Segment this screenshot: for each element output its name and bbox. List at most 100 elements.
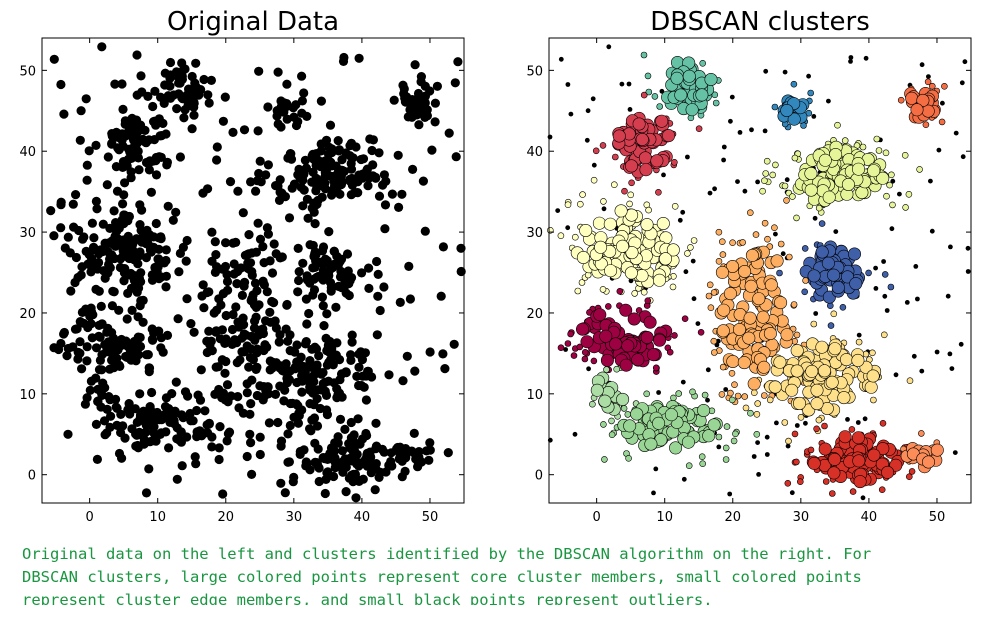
core-point [623,419,637,433]
x-tick-label: 0 [593,510,601,525]
data-point [354,362,364,372]
figure: Original Data 0 10 20 30 40 50 0 10 20 30 40 50 DBS… [19,7,972,525]
core-point [905,91,919,105]
data-point [398,376,408,386]
edge-point [739,239,747,246]
data-point [332,251,342,261]
data-point [304,308,314,319]
data-point [120,178,130,188]
outlier-point [749,127,754,133]
data-point [253,218,263,228]
edge-point [722,456,730,463]
edge-point [616,287,624,295]
edge-point [671,203,679,210]
data-point [259,280,269,290]
edge-point [793,458,800,466]
data-point [191,58,201,68]
edge-point [785,437,792,445]
edge-point [589,400,596,408]
data-point [363,181,373,191]
x-tick-label: 20 [218,510,235,525]
edge-point [922,121,930,128]
data-point [334,146,344,156]
edge-point [627,191,635,199]
core-point [655,114,669,128]
core-point [821,256,835,270]
data-point [432,81,442,91]
data-point [127,305,137,315]
core-point [807,269,821,283]
data-point [294,275,304,286]
data-point [162,330,173,340]
data-point [190,90,200,100]
core-point [644,437,658,451]
data-point [244,362,254,372]
data-point [372,256,382,267]
data-point [198,188,208,198]
data-point [271,249,281,259]
data-point [212,155,222,165]
outlier-point [863,55,869,61]
data-point [136,71,146,81]
edge-point [761,177,768,184]
data-point [362,450,372,460]
edge-point [928,82,936,90]
data-point [123,238,133,248]
edge-point [880,331,888,339]
data-point [324,227,334,237]
data-point [335,189,345,199]
data-point [285,420,295,431]
outlier-point [626,81,632,87]
data-point [320,488,330,499]
data-point [212,142,222,152]
edge-point [722,444,730,452]
data-point [351,493,361,503]
data-point [156,92,166,102]
core-point [817,364,831,378]
outlier-point [707,190,713,196]
data-point [330,463,340,473]
data-point [294,267,304,277]
data-point [210,237,220,247]
data-point [246,438,256,448]
data-point [91,419,101,429]
data-point [316,96,326,106]
edge-point [579,191,586,198]
data-point [275,175,285,185]
data-point [263,160,273,170]
data-point [371,444,381,454]
dbscan-clusters-plot: DBSCAN clusters 0 10 20 30 40 50 0 10 20 30 40 50 [526,7,972,525]
data-point [199,74,209,85]
data-point [312,366,323,376]
edge-point [578,279,586,286]
edge-point [834,121,841,129]
core-point [851,431,865,445]
outlier-point [949,366,955,371]
outlier-point [691,296,697,302]
data-point [109,253,120,264]
data-point [98,219,108,229]
core-point [704,73,718,87]
core-point [732,322,746,336]
core-point [752,292,766,306]
core-point [773,355,787,369]
edge-point [557,344,565,352]
outlier-point [656,390,661,395]
edge-point [712,99,720,107]
core-point [930,443,944,457]
outlier-point [958,341,964,347]
outlier-point [735,179,740,185]
data-point [98,378,108,388]
core-point [867,448,881,462]
axis-ticks: 0 10 20 30 40 50 0 10 20 30 40 50 [19,38,464,525]
data-point [171,377,181,387]
data-point [280,385,290,395]
data-point [270,389,281,399]
data-point [451,152,461,162]
data-point [402,351,412,361]
edge-point [771,224,778,231]
data-point [141,488,152,498]
core-point [853,475,867,489]
edge-point [675,390,683,397]
core-point [681,435,695,449]
